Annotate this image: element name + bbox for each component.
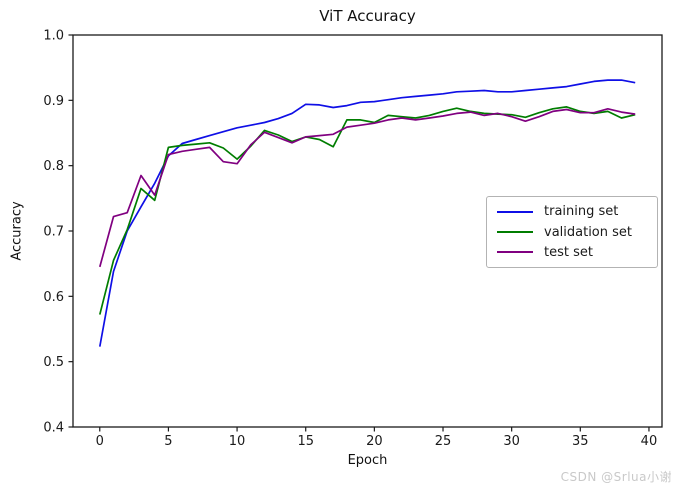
x-tick-label: 40 <box>641 434 658 449</box>
x-tick-label: 35 <box>572 434 589 449</box>
y-tick-label: 1.0 <box>43 29 64 44</box>
x-axis-label: Epoch <box>347 453 388 468</box>
legend-label: test set <box>544 244 593 260</box>
legend-label: training set <box>544 204 619 220</box>
legend: training set validation set test set <box>486 196 658 268</box>
x-tick-label: 20 <box>366 434 383 449</box>
watermark: CSDN @Srlua小谢 <box>560 470 672 484</box>
x-tick-label: 10 <box>229 434 246 449</box>
y-tick-label: 0.7 <box>43 225 64 240</box>
y-tick-label: 0.6 <box>43 290 64 305</box>
x-tick-label: 5 <box>164 434 172 449</box>
legend-entry: validation set <box>497 225 657 240</box>
legend-line-swatch <box>497 251 533 254</box>
legend-entry: test set <box>497 245 657 260</box>
legend-line-swatch <box>497 210 533 213</box>
series-line-test-set <box>98 107 636 268</box>
y-tick-label: 0.8 <box>43 159 64 174</box>
y-tick-label: 0.9 <box>43 94 64 109</box>
x-tick-label: 0 <box>96 434 104 449</box>
x-tick-label: 25 <box>435 434 452 449</box>
legend-entry: training set <box>497 204 657 219</box>
x-tick-label: 30 <box>503 434 520 449</box>
y-tick-label: 0.5 <box>43 355 64 370</box>
series-line-validation-set <box>98 106 636 315</box>
legend-line-swatch <box>497 231 533 233</box>
y-tick-label: 0.4 <box>43 421 64 436</box>
y-axis-label: Accuracy <box>9 201 25 261</box>
series-line-training-set <box>98 79 636 347</box>
legend-label: validation set <box>544 224 633 240</box>
chart-title: ViT Accuracy <box>319 7 416 25</box>
x-tick-label: 15 <box>297 434 314 449</box>
